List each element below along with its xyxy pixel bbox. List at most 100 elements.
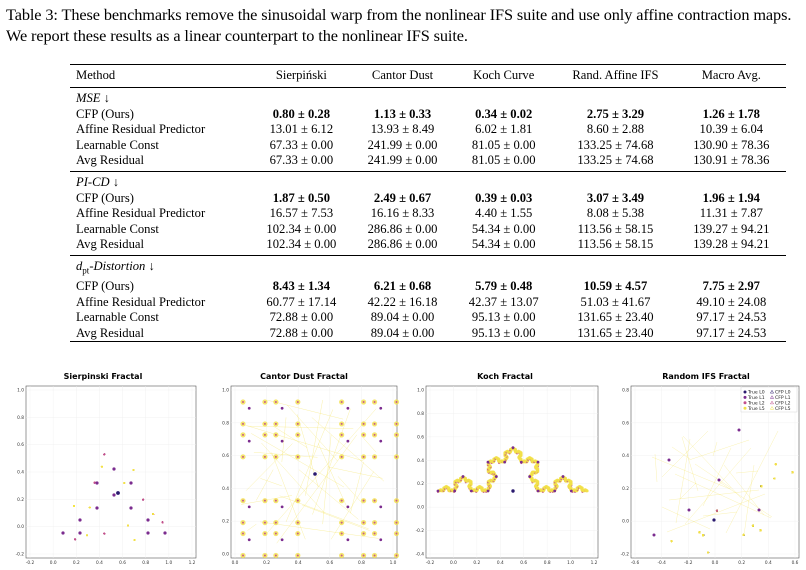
plot-sierpinski: Sierpinski Fractal -0.2 0.0 0.2 0.4 0.6 0.8 1.… [6,370,200,568]
x-tick-label: 0.6 [326,560,333,566]
fractal-point [379,439,383,443]
table-row: Learnable Const 72.88 ± 0.00 89.04 ± 0.00 9… [70,310,786,326]
fractal-point [379,538,383,542]
fractal-point [296,433,299,436]
y-tick-label: 0.4 [17,470,24,476]
fractal-point [536,460,540,464]
value-cell: 8.43 ± 1.34 [272,279,331,294]
x-tick-label: 0.4 [96,560,103,566]
value-cell: 89.04 ± 0.00 [351,325,454,343]
value-cell: 97.17 ± 24.53 [676,325,786,343]
fractal-point [88,506,91,509]
fractal-point [263,455,266,458]
fractal-point [373,499,376,502]
fractal-point [528,475,532,478]
value-cell: 6.02 ± 1.81 [475,122,533,137]
plot-title: Random IFS Fractal [662,372,750,381]
fractal-point [95,506,99,510]
y-tick-label: 0.0 [417,505,424,511]
plot-cantor-dust: Cantor Dust Fractal 0.0 0.2 0.4 0.6 0.8 1.0 1.… [207,370,401,568]
x-tick-label: -0.2 [684,560,693,566]
fractal-point [346,505,350,509]
method-cell: CFP (Ours) [76,190,134,205]
value-cell: 81.05 ± 0.00 [453,153,555,172]
fractal-point [586,489,589,493]
fractal-point [247,505,251,509]
value-cell: 49.10 ± 24.08 [696,294,767,309]
fractal-point [73,504,75,507]
fractal-point [242,422,244,425]
method-cell: Avg Residual [70,237,251,256]
table-row: Avg Residual 72.88 ± 0.00 89.04 ± 0.00 95.1… [70,325,786,343]
fractal-point [296,422,299,425]
fractal-point [561,475,565,478]
table-row: CFP (Ours) 1.87 ± 0.50 2.49 ± 0.67 0.39 ± 0… [70,191,786,207]
x-tick-label: 0.6 [792,560,799,566]
fractal-point [486,460,490,464]
y-tick-label: 0.4 [622,453,629,459]
table-row: Learnable Const 67.33 ± 0.00 241.99 ± 0.00… [70,138,786,154]
value-cell: 97.17 ± 24.53 [696,310,767,325]
value-cell: 72.88 ± 0.00 [269,310,334,325]
x-tick-label: 0.8 [358,560,365,566]
fractal-point [373,433,376,436]
fractal-point [373,532,376,535]
fractal-point [146,531,150,535]
fractal-point [362,554,365,557]
x-tick-label: 0.4 [765,560,772,566]
fractal-point [362,433,365,436]
value-cell: 67.33 ± 0.00 [269,137,334,152]
value-cell: 10.39 ± 6.04 [699,122,764,137]
fractal-point [296,401,299,403]
fractal-point [263,433,266,436]
fractal-point [340,433,343,436]
value-cell: 130.90 ± 78.36 [693,137,770,152]
fractal-point [395,455,398,458]
fractal-point [280,406,284,410]
fractal-point [152,513,155,515]
fractal-point [242,521,244,524]
fractal-point [296,532,299,535]
value-cell: 95.13 ± 0.00 [453,325,555,343]
fractal-point [519,460,523,464]
value-cell: 0.34 ± 0.02 [475,106,533,121]
value-cell: 0.39 ± 0.03 [475,190,533,205]
fractal-point [362,401,365,403]
fractal-point [373,554,376,557]
fractal-point [553,489,557,493]
fractal-point [263,422,266,425]
value-cell: 4.40 ± 1.55 [475,206,533,221]
fractal-point [74,538,77,541]
value-cell: 1.26 ± 1.78 [702,106,760,121]
value-cell: 89.04 ± 0.00 [370,310,435,325]
fractal-point [242,554,244,557]
method-cell: Learnable Const [76,221,159,236]
fractal-point [395,422,398,425]
fractal-point [61,531,65,535]
value-cell: 286.86 ± 0.00 [351,237,454,256]
value-cell: 67.33 ± 0.00 [250,153,352,172]
section-title: PI-CD ↓ [76,174,120,189]
y-tick-label: 0.8 [622,388,629,394]
value-cell: 130.91 ± 78.36 [676,153,786,172]
y-tick-label: -0.4 [416,552,425,558]
value-cell: 131.65 ± 23.40 [554,325,677,343]
fractal-point [242,401,244,403]
fractal-point [536,489,540,493]
method-cell: Affine Residual Predictor [76,206,206,221]
table-caption: Table 3: These benchmarks remove the sin… [6,5,792,45]
fractal-point [263,532,266,535]
value-cell: 60.77 ± 17.14 [266,294,337,309]
x-tick-label: 0.4 [295,560,302,566]
table-row: Learnable Const 102.34 ± 0.00 286.86 ± 0.0… [70,222,786,238]
value-cell: 113.56 ± 58.15 [554,237,677,256]
x-tick-label: 1.2 [189,560,196,566]
y-tick-label: 0.0 [17,524,24,530]
x-tick-label: 0.2 [473,560,480,566]
x-tick-label: 0.0 [712,560,719,566]
y-tick-label: 0.4 [417,458,424,464]
value-cell: 102.34 ± 0.00 [250,237,352,256]
table-row: CFP (Ours) 0.80 ± 0.28 1.13 ± 0.33 0.34 ± 0… [70,107,786,123]
x-tick-label: 0.0 [450,560,457,566]
fractal-point [340,499,343,502]
